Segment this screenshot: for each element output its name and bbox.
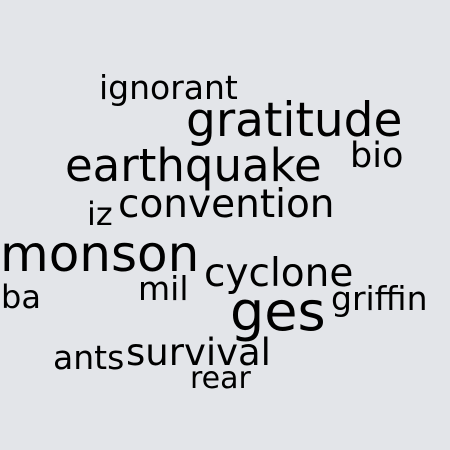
word-convention: convention: [118, 182, 335, 227]
word-bio: bio: [350, 136, 404, 176]
word-ignorant: ignorant: [99, 68, 238, 107]
word-mil: mil: [138, 269, 189, 308]
word-iz: iz: [87, 195, 113, 233]
word-monson: monson: [0, 225, 200, 283]
word-ba: ba: [1, 278, 41, 316]
word-griffin: griffin: [331, 279, 428, 318]
word-rear: rear: [190, 361, 251, 396]
word-earthquake: earthquake: [65, 139, 322, 192]
word-ants: ants: [53, 338, 125, 377]
word-cyclone: cyclone: [204, 251, 354, 296]
word-gratitude: gratitude: [186, 93, 403, 148]
word-ges: ges: [230, 280, 326, 343]
word-survival: survival: [126, 331, 271, 374]
